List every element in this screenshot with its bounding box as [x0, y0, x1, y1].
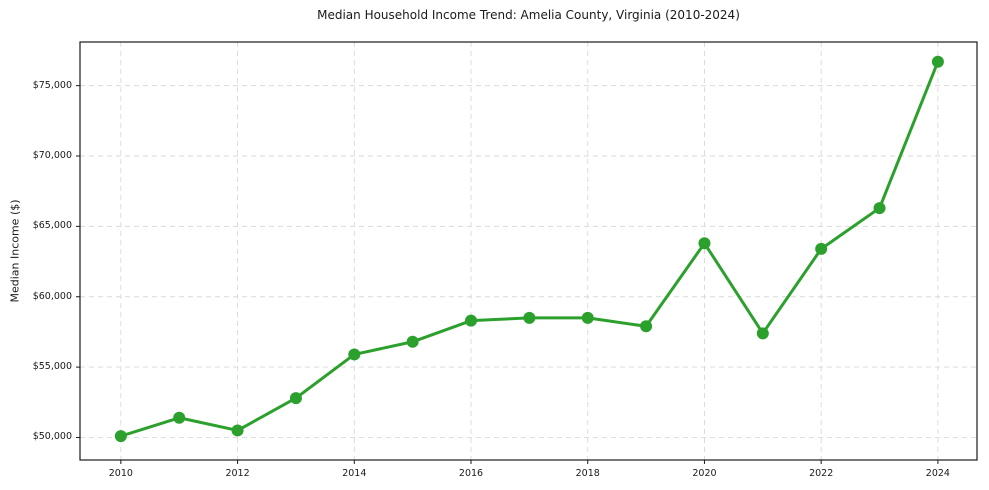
x-tick-label: 2012 [225, 468, 250, 479]
x-tick-label: 2016 [458, 468, 484, 479]
data-point [640, 320, 653, 333]
data-point [348, 348, 361, 361]
data-point [873, 202, 886, 215]
y-tick-label: $60,000 [32, 290, 72, 302]
data-point [523, 311, 536, 324]
x-tick-label: 2020 [692, 468, 717, 479]
y-tick-label: $70,000 [32, 150, 72, 161]
data-point [815, 242, 828, 255]
x-tick-label: 2022 [809, 468, 834, 479]
data-point [114, 430, 127, 443]
data-point [231, 424, 244, 437]
data-point [289, 392, 302, 405]
data-point [406, 335, 419, 348]
data-point [581, 311, 594, 324]
x-tick-label: 2010 [108, 468, 133, 479]
data-point [465, 314, 478, 327]
data-point [698, 237, 711, 250]
data-point [931, 55, 944, 68]
x-tick-label: 2018 [575, 468, 600, 479]
x-tick-label: 2014 [342, 468, 367, 479]
plot-border [79, 41, 978, 461]
y-tick-label: $55,000 [32, 361, 72, 373]
y-tick-label: $50,000 [32, 431, 72, 443]
chart-title: Median Household Income Trend: Amelia Co… [317, 8, 740, 22]
data-point [173, 411, 186, 424]
y-tick-label: $75,000 [32, 79, 72, 91]
data-point [756, 327, 769, 340]
y-tick-label: $65,000 [32, 220, 72, 232]
x-tick-label: 2024 [925, 468, 950, 479]
